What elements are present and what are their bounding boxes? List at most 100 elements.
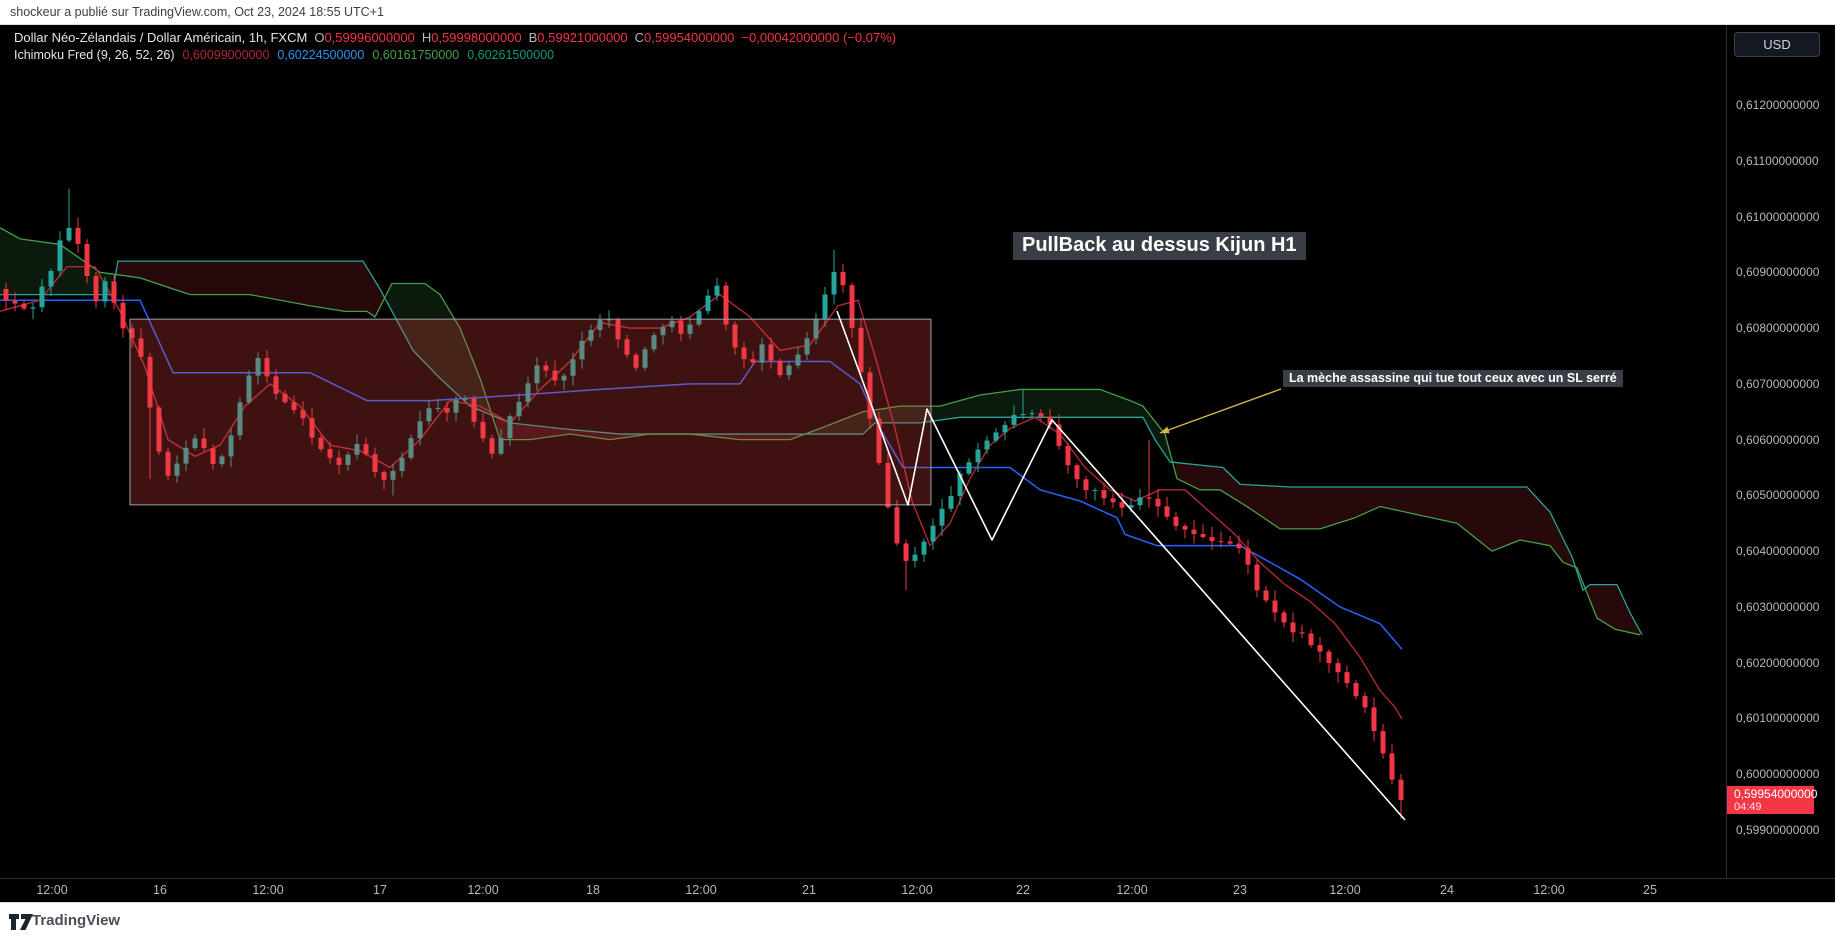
open-label: O <box>314 30 325 45</box>
last-price-value: 0,59954000000 <box>1734 786 1818 801</box>
annotation-pullback[interactable]: PullBack au dessus Kijun H1 <box>1013 232 1306 260</box>
change-value: −0,00042000000 (−0,07%) <box>741 30 897 45</box>
candle-body <box>75 227 81 244</box>
candle-body <box>561 375 567 381</box>
candle-body <box>660 327 666 336</box>
candle-body <box>669 320 675 328</box>
candle-body <box>1083 479 1089 491</box>
date-label: 17 <box>373 883 387 897</box>
close-value: 0,59954000000 <box>644 30 735 45</box>
annotation-meche[interactable]: La mèche assassine qui tue tout ceux ave… <box>1283 370 1623 387</box>
candle-body <box>777 360 783 376</box>
candle-body <box>1236 543 1242 549</box>
arrow-head <box>1160 426 1170 434</box>
candle-body <box>1263 590 1269 601</box>
candle-body <box>768 344 774 361</box>
candle-body <box>210 448 216 465</box>
date-label: 16 <box>153 883 167 897</box>
chart-legend: Dollar Néo-Zélandais / Dollar Américain,… <box>14 30 896 62</box>
candle-body <box>273 376 279 394</box>
candle-body <box>903 543 909 561</box>
candle-body <box>858 327 864 373</box>
candle-wick <box>68 188 70 243</box>
candle-wick <box>32 303 34 320</box>
candle-body <box>1245 548 1251 565</box>
close-label: C <box>634 30 645 45</box>
candle-body <box>912 554 918 561</box>
candle-body <box>165 451 171 476</box>
candle-body <box>219 456 225 465</box>
candle-wick <box>1148 439 1150 509</box>
zigzag-trendline-drawing[interactable] <box>836 310 1406 821</box>
time-label: 12:00 <box>1116 883 1148 897</box>
candle-body <box>759 344 765 363</box>
date-label: 25 <box>1643 883 1657 897</box>
time-label: 12:00 <box>252 883 284 897</box>
currency-button[interactable]: USD <box>1734 32 1820 57</box>
price-axis-label: 0,60500000000 <box>1736 488 1820 503</box>
candle-body <box>615 319 621 340</box>
candle-body <box>390 471 396 480</box>
candle-body <box>282 393 288 403</box>
candle-body <box>462 398 468 400</box>
candle-body <box>984 440 990 450</box>
candle-body <box>1299 632 1305 634</box>
candle-body <box>1191 529 1197 535</box>
open-value: 0,59996000000 <box>324 30 415 45</box>
candle-body <box>1362 696 1368 708</box>
candle-body <box>1209 536 1215 542</box>
candle-body <box>489 438 495 454</box>
candle-body <box>570 359 576 376</box>
range-box-drawing[interactable] <box>129 318 932 506</box>
candle-body <box>876 418 882 463</box>
kijun-value: 0,60224500000 <box>277 48 365 62</box>
candle-body <box>120 302 126 329</box>
candle-body <box>48 270 54 287</box>
time-label: 12:00 <box>36 883 68 897</box>
candle-body <box>1398 779 1404 800</box>
candle-body <box>1308 633 1314 646</box>
candle-body <box>1389 753 1395 780</box>
candle-body <box>318 437 324 450</box>
candle-body <box>309 418 315 438</box>
candle-body <box>579 340 585 360</box>
time-label: 12:00 <box>901 883 933 897</box>
ichimoku-cloud-bullish <box>0 227 112 295</box>
candle-body <box>894 507 900 544</box>
candle-body <box>642 349 648 368</box>
price-chart[interactable] <box>0 25 1726 878</box>
bar-countdown: 04:49 <box>1734 800 1762 813</box>
price-axis[interactable]: USD 0,61200000000 0,61100000000 0,61000000… <box>1726 25 1835 878</box>
ichimoku-cloud-bearish <box>1176 462 1572 566</box>
candle-body <box>66 227 72 241</box>
arrow-line-drawing[interactable] <box>1159 388 1282 434</box>
price-axis-label: 0,60300000000 <box>1736 599 1820 614</box>
candle-body <box>930 525 936 542</box>
candle-body <box>102 281 108 302</box>
candle-body <box>1254 564 1260 591</box>
candle-body <box>417 421 423 439</box>
indicator-legend-row[interactable]: Ichimoku Fred (9, 26, 52, 26) 0,600990000… <box>14 48 896 62</box>
candle-body <box>714 285 720 296</box>
tradingview-logo-icon[interactable] <box>8 912 34 932</box>
candle-body <box>732 324 738 348</box>
candle-body <box>498 438 504 454</box>
candle-body <box>1020 414 1026 416</box>
candle-body <box>840 272 846 286</box>
candle-body <box>831 272 837 295</box>
candle-body <box>885 462 891 508</box>
date-label: 22 <box>1016 883 1030 897</box>
time-label: 12:00 <box>1533 883 1565 897</box>
tradingview-brand-text[interactable]: TradingView <box>32 912 121 929</box>
time-axis[interactable]: 12:00 16 12:00 17 12:00 18 12:00 21 12:00 22 12:00… <box>0 878 1835 902</box>
candle-wick <box>1229 536 1231 546</box>
low-label: B <box>528 30 538 45</box>
candle-body <box>1128 505 1134 508</box>
candle-body <box>1047 416 1053 425</box>
candle-body <box>354 444 360 455</box>
candle-body <box>822 294 828 319</box>
symbol-legend-row[interactable]: Dollar Néo-Zélandais / Dollar Américain,… <box>14 30 896 45</box>
candle-body <box>111 281 117 303</box>
candle-body <box>480 421 486 439</box>
